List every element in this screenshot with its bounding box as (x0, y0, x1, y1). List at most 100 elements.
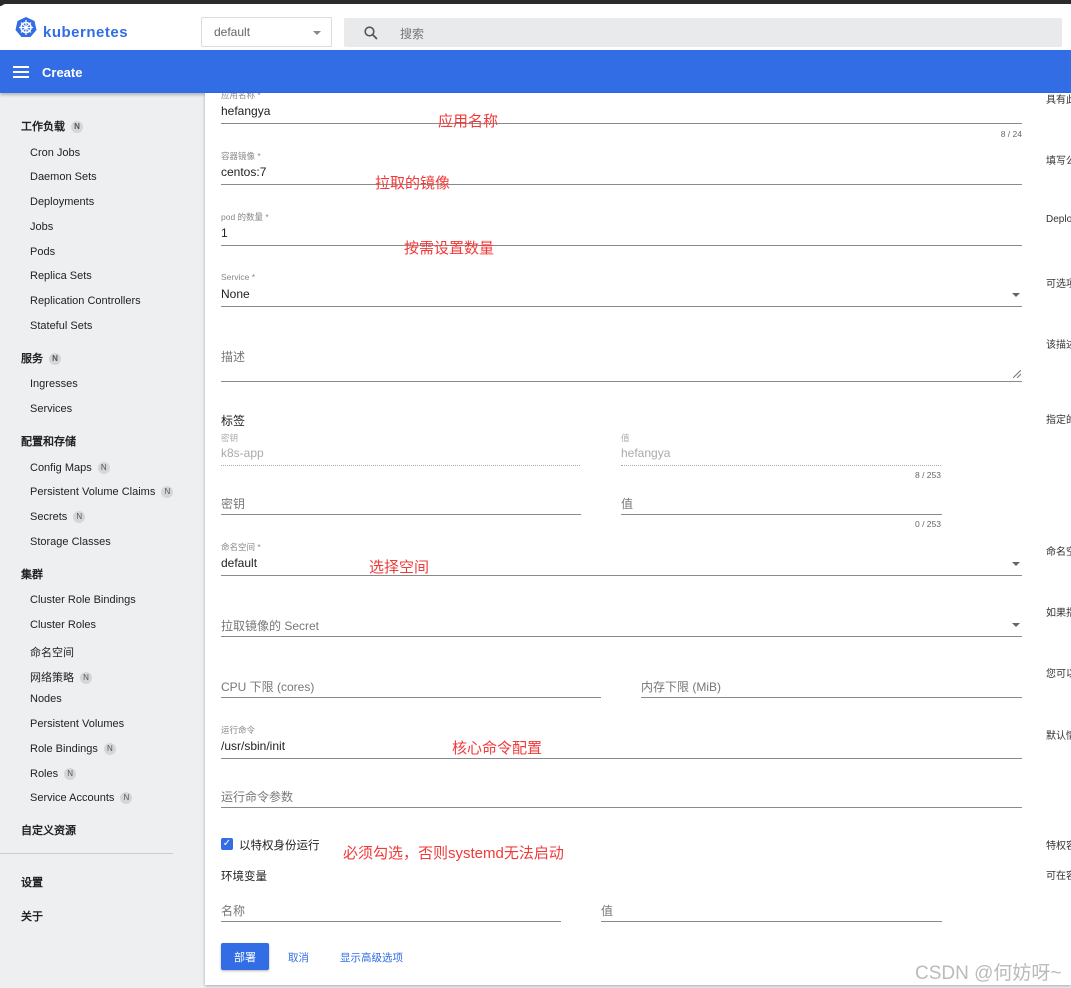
sidebar-item[interactable]: 命名空间 (30, 644, 74, 660)
sidebar-item-label: Cron Jobs (30, 147, 81, 159)
help-text: 填写公 (1046, 156, 1071, 167)
new-label-key-underline (221, 514, 581, 515)
memory-input[interactable]: 内存下限 (MiB) (641, 680, 721, 694)
sidebar-divider (0, 853, 173, 854)
label-key-input[interactable]: k8s-app (221, 446, 264, 460)
sidebar-item[interactable]: 网络策略 N (30, 669, 92, 685)
sidebar-item[interactable]: Service Accounts N (30, 792, 133, 804)
pods-input[interactable]: 1 (221, 226, 228, 240)
new-badge: N (80, 672, 92, 684)
env-value-underline (601, 921, 942, 922)
service-select[interactable]: None (221, 287, 250, 301)
new-badge: N (64, 768, 77, 780)
sidebar-item[interactable]: Cron Jobs (30, 147, 80, 159)
namespace-select[interactable]: default (201, 17, 332, 47)
sidebar-section[interactable]: 设置 (21, 874, 43, 890)
sidebar-item-label: Deployments (30, 196, 95, 208)
labels-heading: 标签 (221, 414, 246, 428)
sidebar-item[interactable]: Storage Classes (30, 536, 111, 548)
sidebar-section[interactable]: 工作负载 N (21, 118, 83, 134)
sidebar-item-label: 集群 (21, 569, 43, 581)
sidebar-section[interactable]: 配置和存储 (21, 433, 76, 449)
env-value-input[interactable]: 值 (601, 904, 614, 918)
sidebar-item[interactable]: Replica Sets (30, 270, 92, 282)
sidebar-item-label: Service Accounts (30, 792, 115, 804)
privileged-checkbox[interactable]: ✓ (221, 838, 233, 850)
sidebar-item[interactable]: Ingresses (30, 378, 78, 390)
sidebar-item-label: Persistent Volume Claims (30, 486, 156, 498)
pods-label: pod 的数量 * (221, 212, 269, 222)
description-textarea[interactable]: 描述 (221, 350, 246, 364)
sidebar-item-label: Stateful Sets (30, 320, 93, 332)
sidebar-item-label: 关于 (21, 911, 43, 923)
show-advanced-button[interactable]: 显示高级选项 (340, 952, 403, 964)
sidebar-item[interactable]: Cluster Role Bindings (30, 594, 136, 606)
sidebar-item[interactable]: Persistent Volume Claims N (30, 486, 174, 498)
sidebar-item[interactable]: Replication Controllers (30, 295, 141, 307)
label-value-input[interactable]: hefangya (621, 446, 671, 460)
new-badge: N (97, 462, 110, 474)
new-badge: N (103, 743, 116, 755)
sidebar-item[interactable]: Services (30, 403, 72, 415)
label-key-label: 密钥 (221, 433, 239, 443)
command-underline (221, 758, 1022, 759)
image-secret-underline (221, 636, 1022, 637)
cancel-button[interactable]: 取消 (288, 952, 309, 964)
new-label-key-input[interactable]: 密钥 (221, 497, 246, 511)
sidebar-item-label: Secrets (30, 511, 68, 523)
label-value-label: 值 (621, 433, 630, 443)
namespace-label: 命名空间 * (221, 542, 261, 552)
env-name-input[interactable]: 名称 (221, 904, 246, 918)
sidebar-item[interactable]: Deployments (30, 196, 94, 208)
env-name-underline (221, 921, 561, 922)
sidebar-item[interactable]: Pods (30, 246, 55, 258)
sidebar-section[interactable]: 关于 (21, 908, 43, 924)
command-args-input[interactable]: 运行命令参数 (221, 790, 294, 804)
sidebar-item[interactable]: Stateful Sets (30, 320, 92, 332)
annotation: 核心命令配置 (452, 740, 543, 757)
sidebar-section[interactable]: 服务 N (21, 350, 61, 366)
new-label-counter: 0 / 253 (915, 519, 941, 529)
sidebar-item-label: Config Maps (30, 462, 92, 474)
resize-handle-icon[interactable] (1013, 370, 1021, 378)
sidebar-item-label: Jobs (30, 221, 54, 233)
new-label-value-underline (621, 514, 942, 515)
brand-name[interactable]: kubernetes (43, 24, 129, 41)
image-underline (221, 184, 1022, 185)
sidebar-item[interactable]: Role Bindings N (30, 743, 116, 755)
description-underline (221, 381, 1022, 382)
namespace-underline (221, 575, 1022, 576)
sidebar-item[interactable]: Secrets N (30, 511, 86, 523)
sidebar-item[interactable]: Roles N (30, 768, 77, 780)
sidebar-item[interactable]: Config Maps N (30, 462, 110, 474)
annotation: 选择空间 (369, 559, 430, 576)
memory-underline (641, 697, 1022, 698)
menu-icon[interactable] (13, 66, 29, 78)
deploy-button[interactable]: 部署 (221, 943, 269, 970)
cpu-input[interactable]: CPU 下限 (cores) (221, 680, 315, 694)
sidebar-item[interactable]: Cluster Roles (30, 619, 96, 631)
sidebar-item[interactable]: Jobs (30, 221, 53, 233)
image-secret-select[interactable]: 拉取镜像的 Secret (221, 619, 320, 633)
image-input[interactable]: centos:7 (221, 165, 267, 179)
new-badge: N (120, 792, 133, 804)
service-label: Service * (221, 272, 256, 282)
sidebar-item[interactable]: Persistent Volumes (30, 718, 124, 730)
namespace-field-select[interactable]: default (221, 556, 258, 570)
label-key-underline (221, 465, 580, 466)
sidebar-item-label: 网络策略 (30, 672, 74, 684)
sidebar-item-label: 自定义资源 (21, 825, 76, 837)
app-name-input[interactable]: hefangya (221, 104, 271, 118)
app-name-label: 应用名称 * (221, 90, 261, 100)
help-text: Deplo (1046, 214, 1071, 225)
new-badge: N (161, 486, 174, 498)
sidebar-section[interactable]: 自定义资源 (21, 822, 76, 838)
new-label-value-input[interactable]: 值 (621, 497, 634, 511)
sidebar-item[interactable]: Nodes (30, 693, 62, 705)
search-input[interactable]: 搜索 (344, 18, 1062, 47)
command-input[interactable]: /usr/sbin/init (221, 739, 286, 753)
sidebar-item[interactable]: Daemon Sets (30, 171, 97, 183)
sidebar-section[interactable]: 集群 (21, 566, 43, 582)
label-counter: 8 / 253 (915, 470, 941, 480)
watermark: CSDN @何妨呀~ (915, 963, 1062, 984)
